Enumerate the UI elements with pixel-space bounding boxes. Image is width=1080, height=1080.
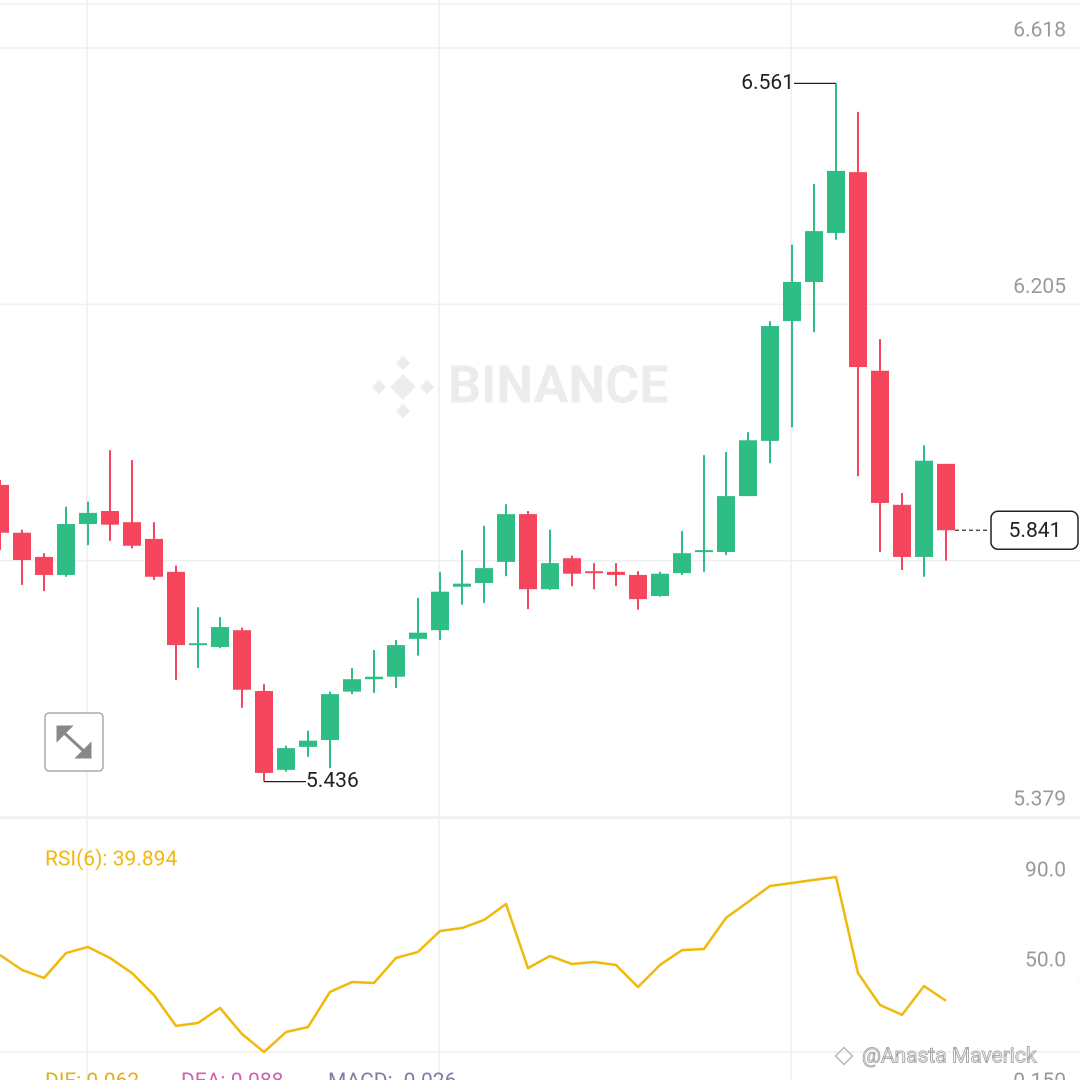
candle-body: [167, 571, 185, 646]
candle-body: [431, 591, 449, 631]
low-annotation: 5.436: [306, 769, 359, 793]
candle-body: [453, 583, 471, 587]
rsi-line: [0, 875, 947, 1054]
candle-body: [937, 463, 955, 531]
candle-body: [35, 556, 53, 575]
candle-body: [409, 632, 427, 639]
candle-body: [651, 573, 669, 597]
candle-body: [541, 563, 559, 590]
candle-body: [145, 538, 163, 577]
candle-body: [915, 460, 933, 557]
candle-body: [211, 627, 229, 647]
candle-body: [189, 643, 207, 646]
last-price-box: [990, 510, 1079, 551]
candle-body: [563, 558, 581, 574]
credit-icon: [834, 1046, 854, 1066]
candle-body: [343, 679, 361, 692]
candle-body: [57, 524, 75, 575]
y-tick-label: 6.618: [1013, 19, 1066, 43]
vertical-grid: [86, 0, 792, 1080]
candle-body: [827, 170, 845, 233]
candle-body: [277, 748, 295, 770]
watermark-text: BINANCE: [448, 355, 668, 416]
candle-body: [101, 511, 119, 525]
candle-body: [585, 571, 603, 574]
candle-body: [739, 440, 757, 497]
macd-dif: DIF: 0.062: [45, 1070, 139, 1080]
y-tick-label: 5.379: [1013, 788, 1066, 812]
candle-body: [519, 514, 537, 590]
macd-value: MACD: -0.026: [328, 1070, 456, 1080]
y-tick-label: 50.0: [1025, 949, 1066, 973]
macd-tick: 0.150: [1013, 1070, 1066, 1080]
expand-button[interactable]: [44, 712, 104, 772]
rsi-label: RSI(6): 39.894: [45, 848, 177, 872]
candle-body: [13, 532, 31, 561]
candle-body: [805, 231, 823, 282]
last-price-label: 5.841: [1009, 519, 1062, 543]
candle-body: [321, 694, 339, 741]
credit: @Anasta Maverick: [834, 1044, 1037, 1069]
candle-body: [607, 571, 625, 575]
candle-body: [871, 370, 889, 503]
y-tick-label: 6.205: [1013, 275, 1066, 299]
high-annotation: 6.561: [741, 71, 794, 95]
candle-body: [365, 676, 383, 680]
candle-body: [783, 281, 801, 322]
macd-dea: DEA: 0.088: [181, 1070, 283, 1080]
credit-text: @Anasta Maverick: [862, 1045, 1037, 1069]
expand-icon[interactable]: [56, 725, 92, 759]
rsi-pane: 90.0 50.0 RSI(6): 39.894: [0, 817, 1080, 1054]
candle-body: [123, 522, 141, 546]
candle-body: [79, 512, 97, 525]
candle-body: [475, 568, 493, 584]
candle-body: [629, 574, 647, 600]
candle-body: [255, 691, 273, 773]
candle-body: [673, 553, 691, 574]
candle-body: [761, 326, 779, 441]
watermark-logo: [371, 355, 435, 419]
candle-body: [0, 484, 9, 533]
candle-body: [893, 504, 911, 557]
candle-body: [717, 496, 735, 552]
candle-body: [497, 514, 515, 562]
candle-body: [299, 740, 317, 747]
candle-body: [849, 172, 867, 368]
y-tick-label: 90.0: [1025, 859, 1066, 883]
macd-header: DIF: 0.062 DEA: 0.088 MACD: -0.026 0.150: [45, 1070, 1066, 1080]
candle-body: [387, 645, 405, 677]
candle-body: [233, 630, 251, 690]
watermark: BINANCE: [371, 355, 668, 419]
candle-body: [695, 550, 713, 553]
